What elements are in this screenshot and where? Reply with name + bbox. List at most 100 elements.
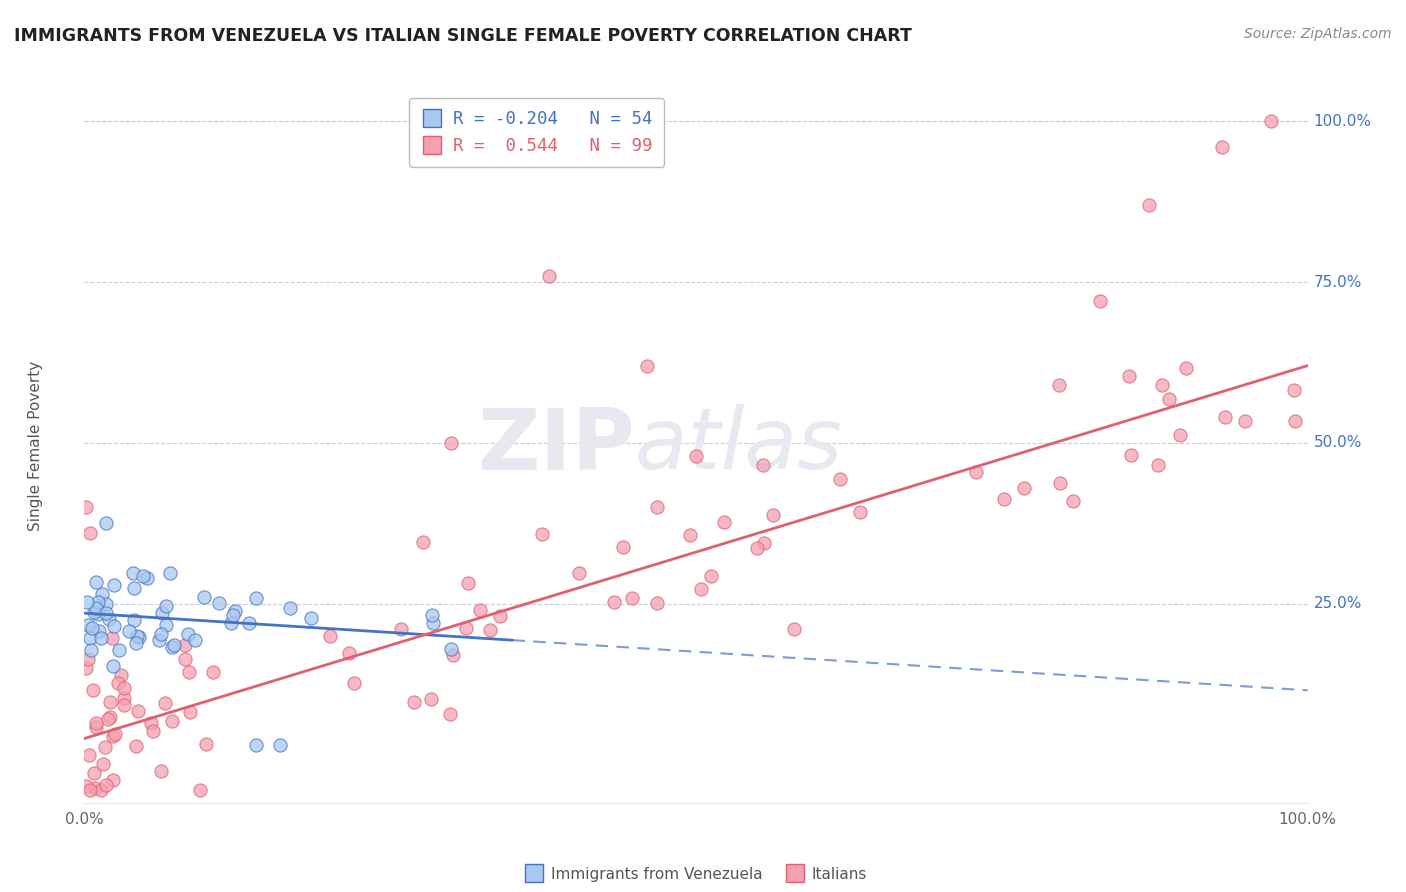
Point xyxy=(1012,481,1035,495)
Point xyxy=(79,783,101,797)
Point xyxy=(90,631,112,645)
Point xyxy=(150,606,173,620)
Point xyxy=(700,568,723,582)
Point xyxy=(479,624,502,638)
Point xyxy=(224,604,246,618)
Point xyxy=(75,779,97,793)
Point xyxy=(538,268,561,283)
Point xyxy=(222,607,245,622)
Point xyxy=(79,525,101,540)
Point xyxy=(82,682,104,697)
Point xyxy=(1213,410,1236,425)
Point xyxy=(101,659,124,673)
Point xyxy=(104,727,127,741)
Point xyxy=(94,740,117,755)
Point xyxy=(245,738,267,752)
Point xyxy=(1049,475,1071,490)
Point xyxy=(127,704,149,718)
Point xyxy=(1170,428,1192,442)
Point xyxy=(77,747,100,762)
Point xyxy=(745,541,768,556)
Point xyxy=(245,591,267,606)
Point xyxy=(1118,369,1140,384)
Point xyxy=(1174,360,1197,375)
Point xyxy=(389,622,412,636)
Point xyxy=(79,631,101,645)
Text: ZIP: ZIP xyxy=(477,404,636,488)
Point xyxy=(98,612,121,626)
Point xyxy=(278,600,301,615)
Text: 75.0%: 75.0% xyxy=(1313,275,1362,290)
Point xyxy=(404,695,426,709)
Point xyxy=(219,615,242,630)
Point xyxy=(103,619,125,633)
Point xyxy=(454,621,477,635)
Point xyxy=(318,629,340,643)
Point xyxy=(441,648,464,662)
Point xyxy=(163,638,186,652)
Point xyxy=(1284,383,1306,397)
Point xyxy=(420,607,443,622)
Text: atlas: atlas xyxy=(636,404,842,488)
Point xyxy=(84,715,107,730)
Point xyxy=(828,473,851,487)
Point xyxy=(412,534,434,549)
Point xyxy=(690,582,713,596)
Point xyxy=(87,624,110,638)
Point xyxy=(849,505,872,519)
Point xyxy=(621,591,644,605)
Point xyxy=(201,665,224,679)
Point xyxy=(177,665,200,679)
Point xyxy=(1121,448,1143,462)
Point xyxy=(177,626,200,640)
Point xyxy=(1159,392,1181,406)
Point xyxy=(1088,294,1111,309)
Point xyxy=(440,641,463,656)
Point xyxy=(112,691,135,706)
Point xyxy=(84,601,107,615)
Point xyxy=(685,449,707,463)
Point xyxy=(179,705,201,719)
Point xyxy=(122,581,145,595)
Point xyxy=(98,709,121,723)
Point xyxy=(76,595,98,609)
Point xyxy=(208,595,231,609)
Point xyxy=(87,607,110,621)
Point xyxy=(108,642,131,657)
Point xyxy=(269,738,291,752)
Point xyxy=(174,638,197,652)
Point xyxy=(754,535,776,549)
Point xyxy=(238,615,260,630)
Point xyxy=(153,696,176,710)
Point xyxy=(1284,414,1306,428)
Point xyxy=(468,603,491,617)
Point xyxy=(77,652,100,666)
Point xyxy=(112,681,135,695)
Point xyxy=(101,631,124,645)
Point xyxy=(125,739,148,753)
Point xyxy=(80,642,103,657)
Point xyxy=(343,676,366,690)
Point xyxy=(96,778,118,792)
Point xyxy=(195,737,218,751)
Point xyxy=(422,615,444,630)
Point xyxy=(101,729,124,743)
Text: 100.0%: 100.0% xyxy=(1278,813,1337,828)
Point xyxy=(1260,114,1282,128)
Point xyxy=(160,640,183,655)
Text: 25.0%: 25.0% xyxy=(1313,596,1362,611)
Point xyxy=(135,571,157,585)
Point xyxy=(83,605,105,619)
Point xyxy=(128,630,150,644)
Point xyxy=(1137,198,1160,212)
Text: Source: ZipAtlas.com: Source: ZipAtlas.com xyxy=(1244,27,1392,41)
Point xyxy=(647,500,669,515)
Point xyxy=(783,622,806,636)
Legend: Immigrants from Venezuela, Italians: Immigrants from Venezuela, Italians xyxy=(519,861,873,888)
Point xyxy=(112,698,135,712)
Point xyxy=(173,652,195,666)
Point xyxy=(439,707,461,722)
Point xyxy=(713,516,735,530)
Point xyxy=(155,599,177,614)
Point xyxy=(612,540,634,554)
